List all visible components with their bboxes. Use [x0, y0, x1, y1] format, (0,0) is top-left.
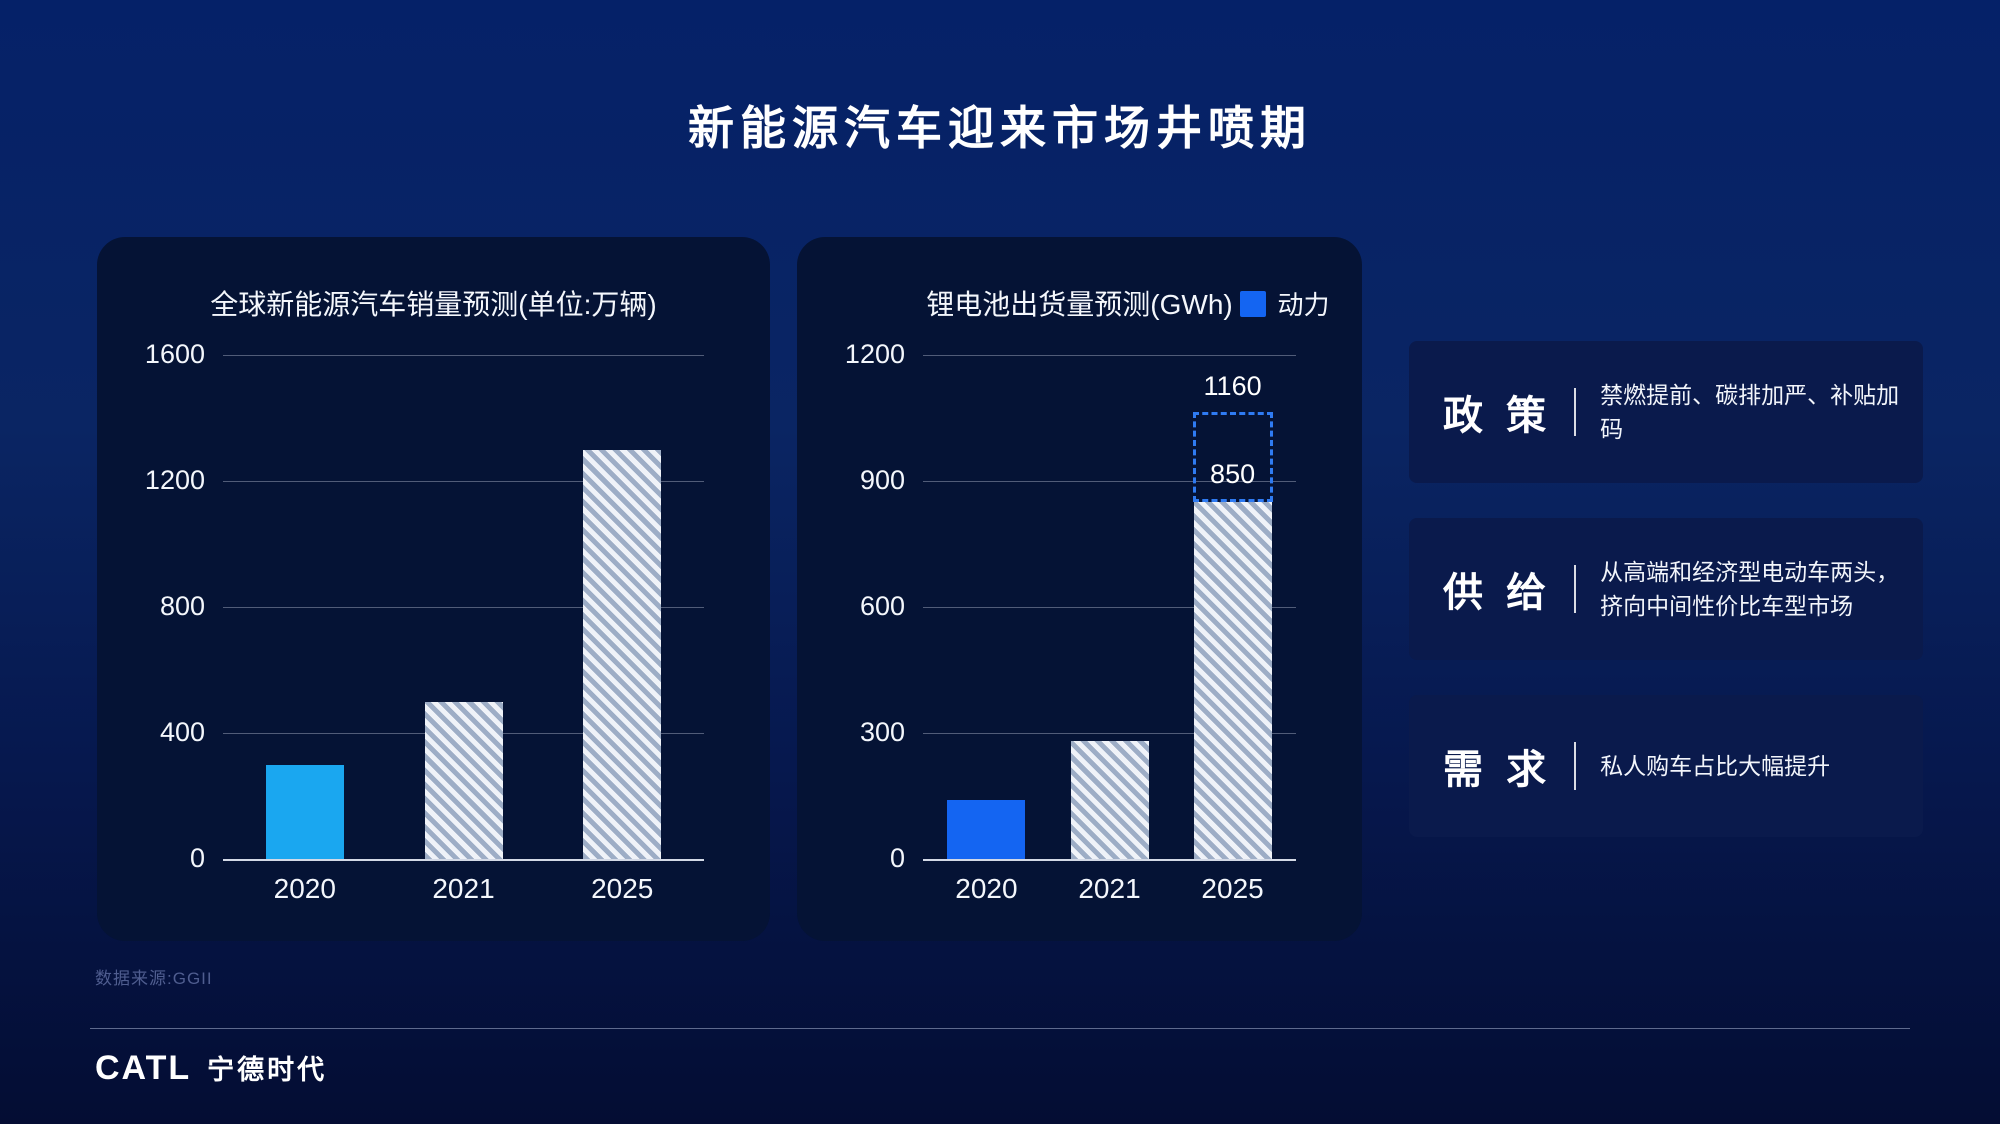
chart-title-row: 全球新能源汽车销量预测(单位:万辆)	[97, 283, 770, 323]
vehicle-sales-chart-card: 全球新能源汽车销量预测(单位:万辆) 0 400 800 1200 1600 2020 20…	[97, 237, 770, 941]
y-tick-0: 0	[889, 842, 905, 873]
bar-2020	[947, 800, 1026, 859]
y-tick-1200: 1200	[144, 464, 205, 495]
bar-2025	[1193, 502, 1272, 859]
legend: 动力	[1239, 285, 1330, 322]
target-value-label: 1160	[1203, 371, 1262, 401]
factor-demand: 需 求 私人购车占比大幅提升	[1409, 695, 1923, 837]
gridline-300	[923, 733, 1296, 734]
footer-divider	[90, 1028, 1910, 1029]
catl-logo: CATL 宁德时代	[95, 1048, 327, 1088]
y-tick-0: 0	[189, 842, 205, 873]
y-tick-900: 900	[859, 464, 905, 495]
y-tick-400: 400	[159, 716, 205, 747]
page-title: 新能源汽车迎来市场井喷期	[688, 102, 1312, 154]
factor-heading: 政 策	[1443, 394, 1553, 438]
driving-factors-panel: 政 策 禁燃提前、碳排加严、补贴加码 供 给 从高端和经济型电动车两头， 挤向中…	[1409, 341, 1923, 837]
catl-logo-chinese: 宁德时代	[207, 1055, 328, 1085]
factor-description: 私人购车占比大幅提升	[1600, 752, 1831, 779]
bar-2021	[1070, 741, 1149, 859]
vertical-divider	[1574, 742, 1577, 790]
gridline-900	[923, 481, 1296, 482]
gridline-800	[223, 607, 704, 608]
y-tick-600: 600	[859, 590, 905, 621]
chart-title: 全球新能源汽车销量预测(单位:万辆)	[210, 289, 657, 320]
y-tick-1600: 1600	[144, 338, 205, 369]
battery-shipment-plot: 0 300 600 900 1200 2020 2021 2025 850 1160	[845, 339, 1296, 904]
factor-heading: 需 求	[1443, 748, 1553, 792]
y-tick-300: 300	[859, 716, 905, 747]
y-tick-1200: 1200	[844, 338, 905, 369]
legend-swatch	[1239, 290, 1266, 317]
factor-supply: 供 给 从高端和经济型电动车两头， 挤向中间性价比车型市场	[1409, 518, 1923, 660]
vehicle-sales-plot: 0 400 800 1200 1600 2020 2021 2025	[145, 339, 704, 904]
gridline-1600	[223, 355, 704, 356]
x-tick-2020: 2020	[273, 873, 336, 904]
x-tick-2025: 2025	[591, 873, 654, 904]
chart-title: 锂电池出货量预测(GWh)	[926, 289, 1233, 320]
data-source-note: 数据来源:GGII	[95, 969, 213, 988]
factor-policy: 政 策 禁燃提前、碳排加严、补贴加码	[1409, 341, 1923, 483]
bar-2020	[265, 764, 344, 859]
gridline-0	[223, 859, 704, 861]
legend-label: 动力	[1277, 290, 1330, 320]
gridline-0	[923, 859, 1296, 861]
y-tick-800: 800	[159, 590, 205, 621]
factor-heading: 供 给	[1443, 571, 1553, 615]
base-value-label: 850	[1210, 459, 1256, 489]
x-tick-2021: 2021	[1078, 873, 1141, 904]
x-tick-2021: 2021	[432, 873, 495, 904]
x-tick-2025: 2025	[1201, 873, 1264, 904]
gridline-600	[923, 607, 1296, 608]
bar-2021	[424, 701, 503, 859]
bar-2025	[583, 449, 662, 859]
gridline-1200	[923, 355, 1296, 356]
factor-description: 从高端和经济型电动车两头， 挤向中间性价比车型市场	[1600, 558, 1900, 620]
factor-description: 禁燃提前、碳排加严、补贴加码	[1600, 381, 1900, 443]
x-tick-2020: 2020	[955, 873, 1018, 904]
projection-dashed-box	[1192, 412, 1273, 502]
gridline-1200	[223, 481, 704, 482]
battery-shipment-chart-card: 锂电池出货量预测(GWh) 动力 0 300 600 900 1200 2020 2021 2…	[797, 237, 1362, 941]
chart-title-row: 锂电池出货量预测(GWh) 动力	[797, 283, 1362, 323]
vertical-divider	[1574, 388, 1577, 436]
catl-logo-latin: CATL	[95, 1049, 192, 1087]
vertical-divider	[1574, 565, 1577, 613]
